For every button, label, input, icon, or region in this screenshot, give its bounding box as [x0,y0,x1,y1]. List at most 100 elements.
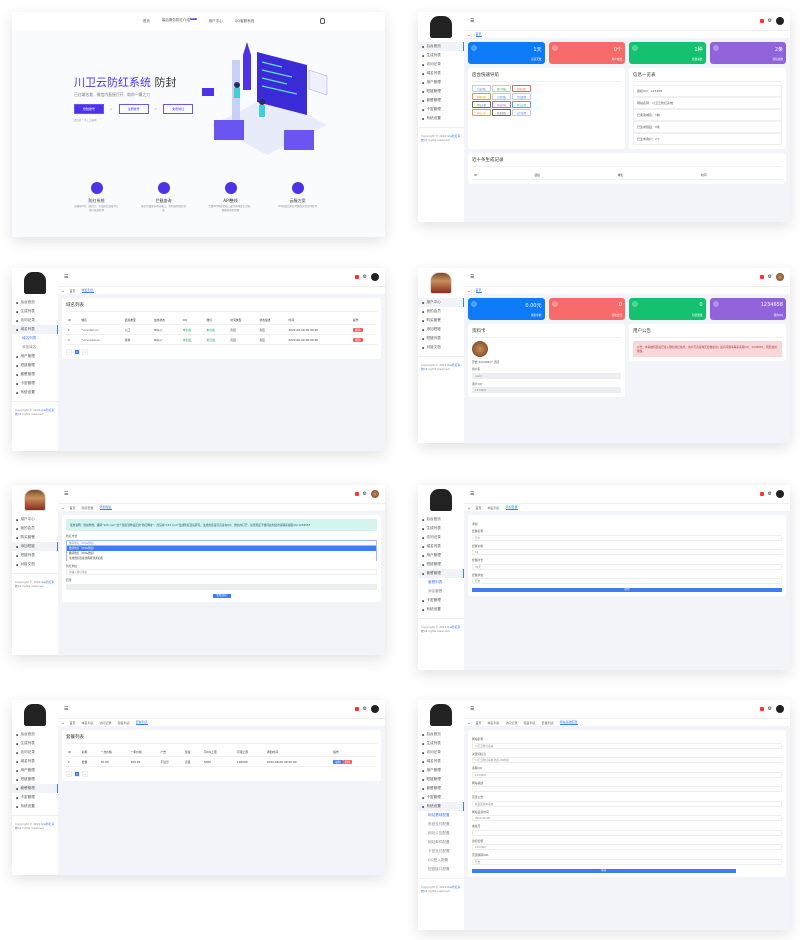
sidebar-item[interactable]: ▪ 短链管理 [12,775,58,784]
field-input[interactable]: 1234567 [472,844,782,850]
sidebar-item[interactable]: ▪ 添加短链 [12,542,58,551]
sidebar-item[interactable]: ▪ 访问记录 [12,316,58,325]
tab-back-icon[interactable]: ◂ [468,720,470,725]
sidebar-item[interactable]: ▪ 系统设置 [418,802,464,811]
next-page[interactable]: › [82,771,88,777]
sidebar-item[interactable]: ▪ 后台首页 [418,42,464,51]
tab[interactable]: 添加短链 [99,505,112,510]
tab[interactable]: 域名列表 [81,720,94,725]
tab-back-icon[interactable]: ◂ [62,288,64,293]
quick-nav-link[interactable]: 套餐列表 [472,93,491,100]
sidebar-item[interactable]: ▪ 域名列表 [12,757,58,766]
prev-page[interactable]: ‹ [66,771,72,777]
menu-toggle-icon[interactable]: ☰ [470,274,475,280]
tab[interactable]: 首页 [475,720,482,725]
avatar[interactable] [776,490,784,498]
sidebar-item[interactable]: ▪ 套餐管理 [418,784,464,793]
quick-nav-link[interactable]: 修改密码 [492,109,511,116]
sidebar-item[interactable]: ▪ 后台首页 [12,730,58,739]
cell-value[interactable]: 删除 [352,337,363,342]
tab-back-icon[interactable]: ◂ [468,505,470,510]
sidebar-item[interactable]: ▪ 短链列表 [12,551,58,560]
copyright-link[interactable]: Ikw防红系统 [15,580,55,588]
tab-back-icon[interactable]: ◂ [468,32,470,37]
sidebar-item[interactable]: ▪ 生成列表 [418,51,464,60]
copyright-link[interactable]: Ikw防红系统 [421,363,461,371]
sidebar-subitem[interactable]: 网站邮件配置 [428,840,450,844]
free-button[interactable]: 免费防红 [163,104,194,114]
tab[interactable]: 短链列表 [117,720,130,725]
field-input[interactable] [472,829,782,836]
tab[interactable]: 域名列表 [487,505,500,510]
field-input[interactable]: 川卫云防红系统 [472,742,782,749]
quick-nav-link[interactable]: 添加短链 [492,101,511,108]
sidebar-subitem[interactable]: 域名列表 [22,336,37,340]
quick-nav-link[interactable]: 生成列表 [472,85,491,92]
cell-value[interactable]: 删除 [352,327,363,332]
sidebar-item[interactable]: ▪ 我的会员 [12,524,58,533]
sidebar-item[interactable]: ▪ 用户管理 [418,766,464,775]
tab[interactable]: 首页 [475,288,482,293]
sidebar-item[interactable]: ▪ 用户管理 [12,766,58,775]
tab[interactable]: 访问记录 [99,720,112,725]
nav-qq-service[interactable]: QQ客服系统 [234,18,255,23]
sidebar-item[interactable]: ▪ 系统设置 [12,802,58,811]
field-input[interactable] [472,786,782,792]
notification-icon[interactable] [759,19,764,23]
avatar[interactable] [776,17,784,25]
settings-icon[interactable]: ⚙ [767,706,772,712]
copyright-link[interactable]: Ikw防红系统 [421,885,461,893]
tab[interactable]: 域名列表 [81,288,94,293]
sidebar-item[interactable]: ▪ 访问记录 [418,60,464,69]
notification-icon[interactable] [759,492,764,496]
copyright-link[interactable]: Ikw防红系统 [421,134,461,142]
tab[interactable]: 首页 [475,32,482,37]
menu-toggle-icon[interactable]: ☰ [64,706,69,712]
menu-toggle-icon[interactable]: ☰ [470,18,475,24]
nav-home[interactable]: 首页 [142,18,150,23]
sidebar-item[interactable]: ▪ 域名列表 [12,325,58,334]
sidebar-item[interactable]: ▪ 套餐管理 [12,370,58,379]
menu-toggle-icon[interactable]: ☰ [64,274,69,280]
sidebar-item[interactable]: ▪ 后台首页 [12,298,58,307]
settings-icon[interactable]: ⚙ [362,706,367,712]
avatar[interactable] [776,705,784,713]
sidebar-item[interactable]: ▪ 套餐管理 [418,569,464,578]
sidebar-item[interactable]: ▪ 系统设置 [418,605,464,614]
sidebar-item[interactable]: ▪ 访问记录 [418,533,464,542]
tab[interactable]: 套餐列表 [541,720,554,725]
user-icon[interactable] [320,18,325,24]
sidebar-item[interactable]: ▪ 访问记录 [12,748,58,757]
sidebar-item[interactable]: ▪ 添加短链 [418,325,464,334]
nav-intro[interactable]: 幕后服务防红介绍NEW [162,18,197,23]
copyright-link[interactable]: Ikw防红系统 [15,408,55,416]
quick-nav-link[interactable]: 添加套餐 [512,93,531,100]
sidebar-item[interactable]: ▪ 生成列表 [12,307,58,316]
field-input[interactable]: 2022-00-00 [472,815,782,821]
notification-icon[interactable] [354,492,359,496]
sidebar-item[interactable]: ▪ 生成列表 [418,524,464,533]
sidebar-subitem[interactable]: 系统支付配置 [428,822,450,826]
tab-back-icon[interactable]: ◂ [62,720,64,725]
sidebar-item[interactable]: ▪ 购买套餐 [12,533,58,542]
sidebar-subitem[interactable]: 套餐列表 [428,580,443,584]
field-input[interactable]: 开启 [472,578,782,584]
field-input[interactable]: 开启 [472,858,782,865]
sidebar-item[interactable]: ▪ 系统设置 [418,114,464,123]
sidebar-item[interactable]: ▪ 用户中心 [12,515,58,524]
sidebar-item[interactable]: ▪ 生成列表 [418,739,464,748]
sidebar-item[interactable]: ▪ 用户中心 [418,298,464,307]
sidebar-item[interactable]: ▪ 卡密管理 [418,105,464,114]
settings-icon[interactable]: ⚙ [767,491,772,497]
sidebar-item[interactable]: ▪ 域名列表 [418,69,464,78]
page-number[interactable]: 1 [74,771,80,777]
sidebar-item[interactable]: ▪ 系统设置 [12,388,58,397]
menu-toggle-icon[interactable]: ☰ [470,491,475,497]
tab[interactable]: 域名列表 [487,720,500,725]
notification-icon[interactable] [759,707,764,711]
settings-icon[interactable]: ⚙ [767,18,772,24]
notification-icon[interactable] [759,275,764,279]
field-input[interactable]: 1234567 [472,771,782,778]
sidebar-subitem[interactable]: 卡密支付配置 [428,849,450,853]
sidebar-item[interactable]: ▪ 后台首页 [418,515,464,524]
